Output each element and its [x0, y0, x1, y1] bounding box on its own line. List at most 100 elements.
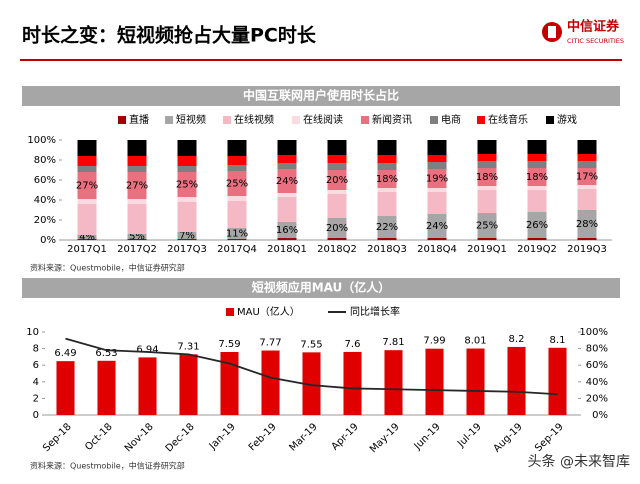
bar-segment	[177, 232, 197, 239]
source-note: 资料来源：Questmobile，中信证券研究部	[30, 461, 185, 471]
bar-segment	[327, 190, 347, 194]
data-label: 25%	[176, 180, 198, 191]
bar	[548, 347, 567, 415]
bar	[425, 348, 444, 415]
x-tick-label: 2018Q2	[317, 244, 357, 255]
legend-swatch	[223, 116, 231, 124]
slide-title: 时长之变：短视频抢占大量PC时长	[22, 24, 317, 47]
bar-segment	[477, 186, 497, 190]
bar-segment	[577, 140, 597, 154]
bar-segment	[327, 218, 347, 238]
bar-segment	[127, 140, 147, 156]
bar-segment	[77, 239, 97, 240]
bar-segment	[427, 140, 447, 155]
bar-segment	[127, 234, 147, 239]
x-tick-label: 2017Q1	[67, 244, 107, 255]
bar	[302, 352, 321, 415]
bar-segment	[177, 140, 197, 156]
logo-en: CITIC SECURITIES	[567, 37, 624, 45]
x-tick-label: 2017Q4	[217, 244, 257, 255]
data-label: 27%	[126, 181, 148, 192]
legend-label: 在线阅读	[303, 113, 343, 126]
bar-segment	[227, 140, 247, 156]
y-tick-label: 8	[33, 344, 39, 355]
bar-segment	[77, 156, 97, 166]
bar-segment	[427, 162, 447, 169]
bar-segment	[377, 238, 397, 240]
data-label: 18%	[376, 174, 398, 185]
logo-name: 中信证券	[567, 19, 620, 35]
bar-segment	[277, 140, 297, 155]
data-label: 4%	[79, 232, 95, 243]
data-label: 17%	[576, 172, 598, 183]
bar-segment	[277, 238, 297, 240]
x-tick-label: 2018Q4	[417, 244, 457, 255]
legend-swatch	[477, 116, 485, 124]
bar-segment	[477, 238, 497, 240]
y2-tick-label: 0%	[592, 410, 608, 421]
legend-label: 直播	[129, 113, 149, 126]
x-tick-label: Oct-18	[83, 421, 115, 453]
y2-tick-label: 100%	[579, 327, 608, 338]
data-label: 20%	[326, 223, 348, 234]
legend-swatch	[546, 116, 554, 124]
bar	[138, 357, 157, 415]
y-tick-label: 10	[26, 327, 39, 338]
bar-segment	[427, 155, 447, 162]
bar-segment	[227, 156, 247, 165]
bar-segment	[327, 170, 347, 190]
data-label: 20%	[326, 175, 348, 186]
source-note: 资料来源：Questmobile，中信证券研究部	[30, 263, 185, 273]
bar-segment	[427, 192, 447, 214]
y2-tick-label: 60%	[586, 360, 608, 371]
bar	[261, 350, 280, 415]
bar-segment	[577, 185, 597, 189]
legend-label: 在线视频	[234, 113, 274, 126]
x-tick-label: Dec-18	[164, 421, 197, 454]
y2-tick-label: 40%	[586, 377, 608, 388]
bar-segment	[327, 163, 347, 170]
bar-segment	[77, 172, 97, 199]
data-label: 6.94	[136, 344, 158, 355]
legend-label: 短视频	[176, 113, 206, 126]
bar	[179, 354, 198, 415]
data-label: 8.2	[509, 334, 525, 345]
bar-segment	[577, 168, 597, 185]
y-tick-label: 2	[33, 393, 39, 404]
bar-segment	[477, 213, 497, 238]
bar-segment	[127, 156, 147, 166]
x-tick-label: Jul-19	[455, 421, 484, 450]
bar-segment	[477, 190, 497, 213]
data-label: 7.31	[177, 341, 199, 352]
bar	[56, 361, 75, 415]
bar-segment	[77, 204, 97, 235]
data-label: 22%	[376, 222, 398, 233]
bar-segment	[177, 172, 197, 197]
data-label: 7.6	[345, 339, 361, 350]
data-label: 7.81	[382, 337, 404, 348]
bar-segment	[377, 216, 397, 238]
bar	[97, 360, 116, 415]
chart-title: 中国互联网用户使用时长占比	[243, 88, 399, 103]
x-tick-label: May-19	[368, 421, 402, 455]
y-tick-label: 60%	[34, 175, 56, 186]
bar-segment	[327, 140, 347, 155]
bar-segment	[127, 172, 147, 199]
y-tick-label: 40%	[34, 195, 56, 206]
bar-segment	[527, 238, 547, 240]
bar-segment	[377, 192, 397, 216]
bar-segment	[527, 186, 547, 190]
bar-segment	[177, 197, 197, 202]
data-label: 7.77	[259, 338, 281, 349]
y-tick-label: 0%	[40, 235, 56, 246]
data-label: 8.1	[550, 335, 566, 346]
bar-segment	[527, 161, 547, 168]
x-tick-label: Aug-19	[492, 421, 525, 454]
bar-segment	[527, 154, 547, 161]
data-label: 18%	[526, 172, 548, 183]
chart-title: 短视频应用MAU（亿人）	[252, 280, 391, 295]
bar-segment	[127, 204, 147, 234]
bar-segment	[577, 189, 597, 210]
bar-segment	[577, 238, 597, 240]
bar-segment	[277, 193, 297, 197]
